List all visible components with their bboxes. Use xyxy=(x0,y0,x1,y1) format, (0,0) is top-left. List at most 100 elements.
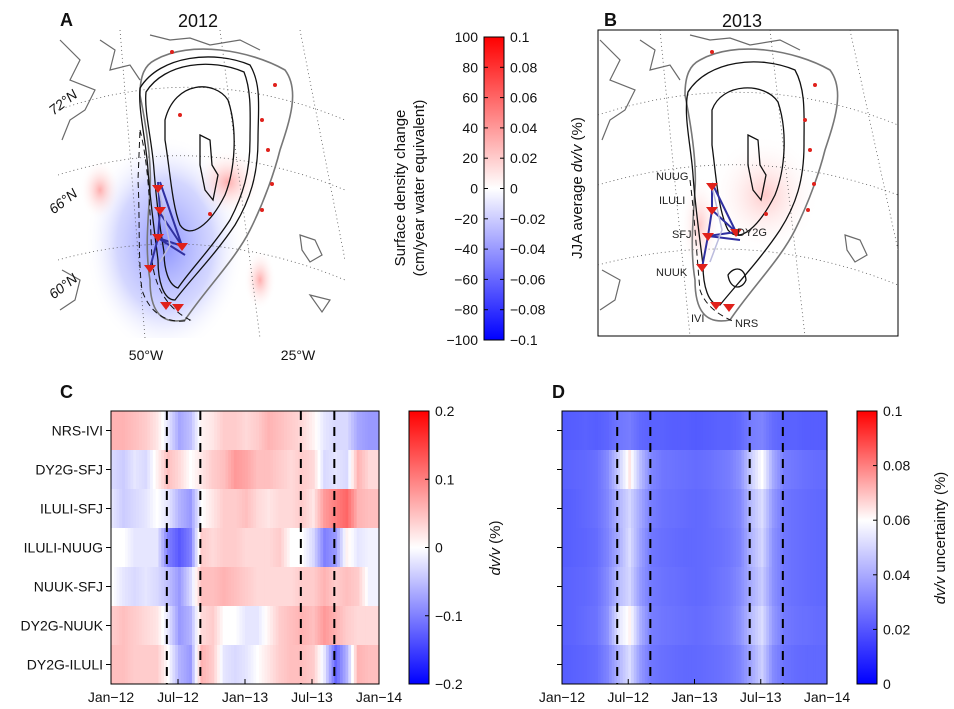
heat-cell xyxy=(733,528,737,568)
heat-cell xyxy=(815,606,820,646)
heat-cell xyxy=(178,411,182,451)
heat-cell xyxy=(169,528,174,568)
heat-cell xyxy=(245,567,249,607)
heat-cell xyxy=(782,528,787,568)
heat-cell xyxy=(611,489,616,529)
heat-cell xyxy=(686,450,690,490)
heat-cell xyxy=(281,567,285,607)
heat-cell xyxy=(691,411,696,451)
heat-cell xyxy=(373,450,377,490)
heat-cell xyxy=(303,567,308,607)
heat-cell xyxy=(334,411,338,451)
heat-cell xyxy=(752,411,756,451)
heat-cell xyxy=(345,645,349,685)
heat-cell xyxy=(236,489,241,529)
heat-cell xyxy=(815,450,820,490)
heat-cell xyxy=(351,411,355,451)
row-label: ILULI-NUUG xyxy=(24,540,103,556)
heat-cell xyxy=(152,645,157,685)
heat-cell xyxy=(278,645,282,685)
heat-cell xyxy=(348,567,352,607)
heat-cell xyxy=(113,489,118,529)
heat-cell xyxy=(359,606,363,646)
heat-cell xyxy=(356,645,361,685)
colorbar-tick-label: 0.06 xyxy=(883,512,910,528)
x-tick-label: Jul−12 xyxy=(607,689,649,705)
heat-cell xyxy=(178,450,182,490)
heat-cell xyxy=(650,567,654,607)
heat-cell xyxy=(589,489,593,529)
heat-cell xyxy=(815,645,820,685)
heat-cell xyxy=(314,567,319,607)
heat-cell xyxy=(180,450,185,490)
heat-cell xyxy=(650,645,654,685)
heat-cell xyxy=(705,567,709,607)
heat-cell xyxy=(270,450,274,490)
heat-cell xyxy=(600,450,605,490)
heat-cell xyxy=(644,567,649,607)
heat-cell xyxy=(711,528,715,568)
heat-cell xyxy=(309,489,313,529)
heat-cell xyxy=(642,567,646,607)
heat-cell xyxy=(804,450,809,490)
heat-cell xyxy=(818,411,823,451)
heat-cell xyxy=(122,489,126,529)
heat-cell xyxy=(113,450,118,490)
heat-cell xyxy=(353,567,358,607)
heat-cell xyxy=(119,567,123,607)
heat-cell xyxy=(777,645,781,685)
heat-cell xyxy=(272,411,277,451)
heat-cell xyxy=(711,645,715,685)
heat-cell xyxy=(231,489,235,529)
heat-cell xyxy=(111,606,115,646)
heat-cell xyxy=(573,567,577,607)
heat-cell xyxy=(661,645,665,685)
heat-cell xyxy=(746,489,751,529)
heat-cell xyxy=(250,606,254,646)
heat-cell xyxy=(152,411,157,451)
heat-cell xyxy=(619,567,624,607)
colorbar-tick-label: 20 xyxy=(462,150,478,166)
heat-cell xyxy=(200,528,204,568)
heat-cell xyxy=(617,450,621,490)
colorbar-tick-label: 0 xyxy=(510,181,518,197)
heat-cell xyxy=(303,528,308,568)
heat-cell xyxy=(253,450,257,490)
heat-cell xyxy=(771,606,776,646)
heat-cell xyxy=(189,567,193,607)
heat-cell xyxy=(573,411,577,451)
heat-cell xyxy=(320,489,324,529)
heat-cell xyxy=(636,528,640,568)
heat-cell xyxy=(642,645,646,685)
heat-cell xyxy=(211,489,215,529)
heat-cell xyxy=(581,606,585,646)
heat-cell xyxy=(161,567,165,607)
heat-cell xyxy=(116,645,120,685)
heat-cell xyxy=(323,606,327,646)
heat-cell xyxy=(796,411,800,451)
heat-cell xyxy=(785,528,789,568)
heat-cell xyxy=(677,411,682,451)
heat-cell xyxy=(788,489,792,529)
heat-cell xyxy=(292,567,296,607)
heat-cell xyxy=(564,645,569,685)
heat-cell xyxy=(191,528,196,568)
heat-cell xyxy=(253,411,257,451)
heat-cell xyxy=(242,645,246,685)
heat-cell xyxy=(595,606,599,646)
heat-cell xyxy=(286,450,291,490)
colorbar-tick-label: −0.08 xyxy=(510,302,546,318)
heat-cell xyxy=(194,411,199,451)
heat-cell xyxy=(661,567,665,607)
heat-cell xyxy=(370,411,375,451)
heat-cell xyxy=(650,450,654,490)
heat-cell xyxy=(289,411,294,451)
heat-cell xyxy=(586,645,591,685)
heat-cell xyxy=(774,645,778,685)
colorbar-tick-label: 40 xyxy=(462,120,478,136)
heat-cell xyxy=(133,606,137,646)
heat-cell xyxy=(782,489,787,529)
heat-cell xyxy=(261,528,266,568)
heat-cell xyxy=(730,567,734,607)
heat-cell xyxy=(339,450,344,490)
